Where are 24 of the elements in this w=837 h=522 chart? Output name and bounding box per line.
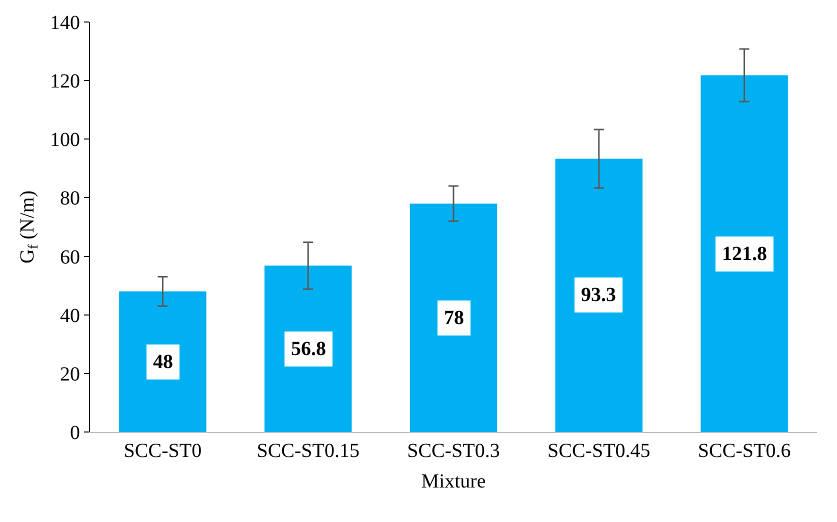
data-label: 48: [153, 351, 173, 373]
x-axis-title: Mixture: [421, 470, 486, 492]
bar: [555, 158, 643, 432]
bar: [700, 75, 788, 432]
x-tick-label: SCC-ST0.15: [256, 440, 360, 462]
y-tick-label: 0: [70, 422, 80, 444]
y-tick-label: 140: [50, 12, 80, 34]
data-label: 121.8: [722, 243, 767, 265]
y-tick-label: 60: [60, 246, 80, 268]
y-tick-label: 80: [60, 188, 80, 210]
y-tick-label: 20: [60, 363, 80, 386]
x-tick-label: SCC-ST0.3: [407, 440, 500, 462]
data-label: 56.8: [291, 338, 326, 360]
y-tick-label: 40: [60, 304, 80, 327]
data-label: 78: [444, 307, 464, 329]
x-tick-label: SCC-ST0: [124, 440, 202, 462]
bar: [264, 266, 352, 432]
y-tick-label: 100: [50, 129, 80, 152]
data-label: 93.3: [581, 284, 616, 306]
x-tick-label: SCC-ST0.45: [547, 440, 650, 462]
bar: [410, 204, 498, 432]
y-tick-label: 120: [50, 70, 80, 93]
bar: [119, 291, 206, 432]
x-tick-label: SCC-ST0.6: [698, 440, 791, 462]
